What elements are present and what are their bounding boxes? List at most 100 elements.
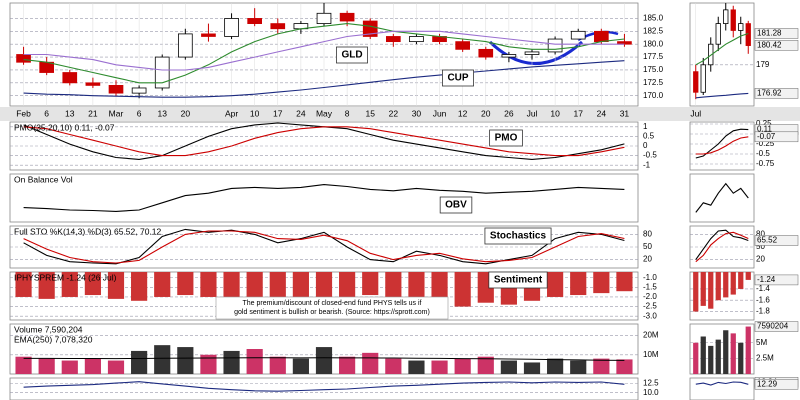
annotation: PMO [495,133,518,144]
x-tick-label: Apr [225,108,238,118]
candle-body [316,12,332,25]
candle-body [478,48,494,58]
y-tick-label: -1.8 [756,307,770,316]
bar [107,272,125,299]
candle-body [409,36,424,43]
data-line [23,126,625,157]
candle-body [270,23,286,30]
data-line [695,231,749,263]
bar [107,360,125,374]
annotation: Stochastics [490,231,547,242]
bar [362,352,379,374]
x-tick-label: 30 [412,108,422,118]
y-tick-label: 80 [756,230,765,239]
y-tick-label: -1.0 [643,273,657,282]
bar [292,358,309,374]
tag-label: -0.07 [757,132,776,141]
panel-frame [689,271,755,321]
candle-body [154,56,170,89]
candle-body [547,38,563,53]
x-tick-label: May [316,108,333,118]
y-tick-label: 0.5 [643,132,655,141]
bar [593,272,610,294]
tag-label: 176.92 [757,88,782,97]
x-tick-label: 20 [181,108,191,118]
x-tick-label: Jul [527,108,538,118]
x-tick-label: 26 [504,108,514,118]
y-tick-label: -1.5 [643,282,657,291]
bar [246,349,263,374]
x-tick-label: 24 [296,108,306,118]
bar [200,354,217,374]
panel-frame [9,173,639,223]
bar [223,350,240,374]
annotation-box [336,46,368,64]
bar [738,342,744,374]
bar [15,356,32,374]
bar [454,358,471,374]
bar [408,272,425,305]
candle-body [339,12,355,22]
y-tick-label: -0.5 [643,151,657,160]
data-line [23,30,625,71]
y-tick-label: 1 [643,122,648,131]
annotation-box [488,271,548,289]
candle-body [362,20,378,37]
y-tick-label: 177.5 [643,52,664,61]
note-text: gold sentiment is bullish or bearish. (S… [234,309,430,316]
data-line [695,381,749,386]
cup-arc [488,40,584,65]
data-line [23,60,625,98]
y-tick-label: 185.0 [643,14,664,23]
note-text: The premium/discount of closed-end fund … [243,300,422,307]
y-tick-label: 50 [643,242,652,251]
y-tick-label: 180.0 [643,39,664,48]
annotation-box [439,196,473,214]
bar [385,358,402,374]
note-box [215,296,449,320]
candle-body [501,54,517,58]
tag-label: 181.28 [757,29,782,38]
y-tick-label: 172.5 [643,78,664,87]
y-tick-label: -2.0 [643,292,657,301]
x-tick-label: 13 [65,108,75,118]
bar [269,356,286,374]
bar [246,272,263,301]
y-tick-label: 50 [756,242,765,251]
y-tick-label: -2.5 [643,302,657,311]
candle-body [177,33,193,58]
bar [570,360,587,374]
x-tick-label: 31 [620,108,630,118]
y-tick-label: 10M [643,350,659,359]
panel-sublabel: EMA(250) 7,078,320 [14,334,93,344]
bar [730,272,736,295]
x-tick-label: 8 [345,108,350,118]
data-line [695,128,749,159]
bar [547,272,564,297]
data-line [695,136,749,155]
tag-box [754,235,799,246]
bar [385,272,402,301]
bar [223,272,240,299]
y-tick-label: -1 [643,160,651,169]
tag-box [754,28,799,39]
bar [477,356,494,374]
panel-frame [689,173,755,223]
tag-label: 0.11 [757,125,773,134]
tag-label: 180.42 [757,40,782,49]
y-tick-label: -1.6 [756,295,770,304]
bar [708,345,714,374]
x-tick-label: Mar [109,108,124,118]
bar [84,358,101,374]
y-tick-label: -0.5 [756,149,770,158]
bar [154,272,171,297]
annotation: GLD [341,50,362,61]
annotation-box [484,227,552,245]
x-tick-label: 15 [365,108,375,118]
candle-body [617,41,632,45]
bar [200,272,217,297]
tag-label: 65.52 [757,236,778,245]
bar [61,272,78,297]
bar [431,360,448,374]
